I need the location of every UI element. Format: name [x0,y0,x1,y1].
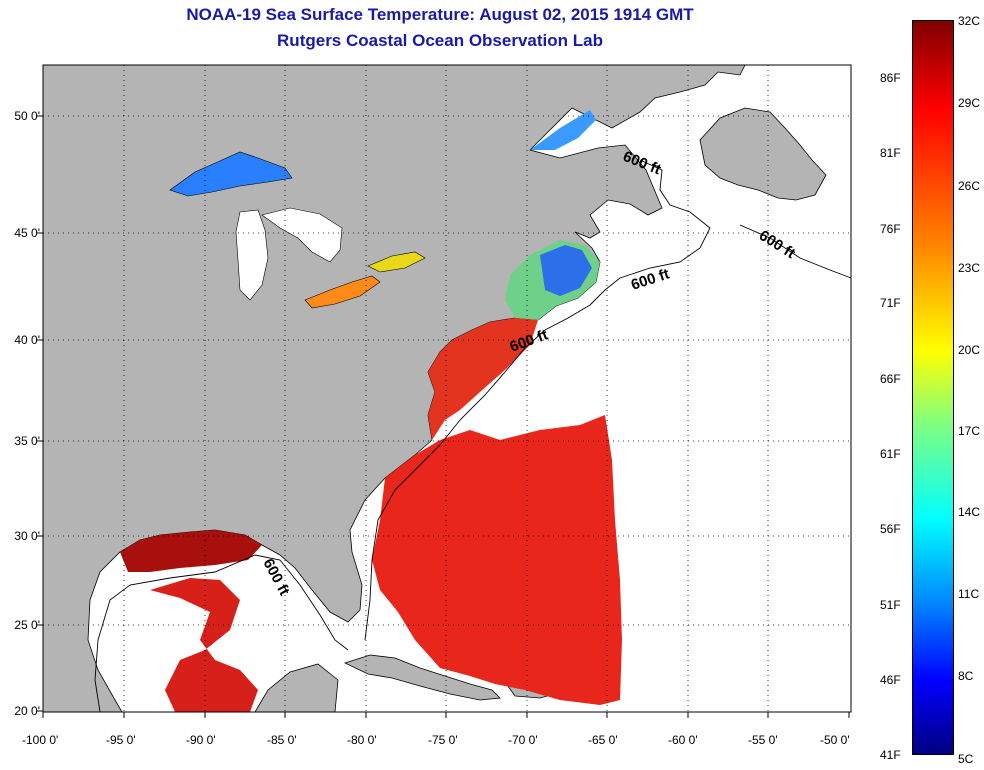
colorbar-fahrenheit-label: 81F [880,146,901,160]
lake-erie [304,275,381,309]
colorbar-celsius-label: 14C [958,505,981,519]
lon-tick-label: -80 0' [347,733,377,747]
chart-subtitle: Rutgers Coastal Ocean Observation Lab [277,31,603,50]
colorbar-fahrenheit-label: 71F [880,296,901,310]
colorbar-fahrenheit-label: 46F [880,673,901,687]
lat-tick-label: 45 0' [14,226,40,240]
chart-title: NOAA-19 Sea Surface Temperature: August … [186,5,694,24]
lon-tick-label: -65 0' [588,733,618,747]
lon-tick-label: -90 0' [186,733,216,747]
colorbar-fahrenheit-label: 86F [880,71,901,85]
lon-tick-label: -95 0' [106,733,136,747]
ticks [37,115,850,718]
colorbar-celsius-label: 8C [958,669,974,683]
newfoundland-land [699,107,827,201]
yucatan-land [254,663,339,712]
lat-tick-label: 25 0' [14,618,40,632]
colorbar-celsius-label: 29C [958,96,981,110]
mid-atlantic-sst [428,318,538,440]
lake-superior [169,151,293,197]
lon-tick-label: -50 0' [820,733,850,747]
colorbar-fahrenheit-label: 41F [880,748,901,762]
lat-tick-label: 30 0' [14,529,40,543]
lat-tick-label: 35 0' [14,434,40,448]
cuba-land [343,654,501,701]
colorbar-celsius-label: 11C [958,587,980,601]
gulf-of-maine-cold-sst [540,245,592,296]
colorbar-celsius-label: 5C [958,752,974,766]
lon-tick-label: -75 0' [428,733,458,747]
lon-tick-label: -55 0' [748,733,778,747]
colorbar-fahrenheit-label: 66F [880,372,901,386]
colorbar-fahrenheit-label: 56F [880,522,901,536]
colorbar-fahrenheit-label: 51F [880,598,901,612]
lake-ontario [367,251,426,273]
colorbar-celsius-label: 20C [958,343,981,357]
colorbar-celsius-label: 32C [958,14,981,28]
isobath-600ft-line [94,159,852,713]
colorbar-fahrenheit-label: 76F [880,222,901,236]
lake-michigan [235,209,269,301]
gulf-of-mexico-north-sst [120,530,262,572]
colorbar-fahrenheit-label: 61F [880,447,901,461]
lon-tick-label: -70 0' [508,733,538,747]
lat-tick-label: 20 0' [14,704,40,718]
lon-tick-label: -60 0' [668,733,698,747]
colorbar-celsius-label: 23C [958,261,981,275]
lat-tick-label: 40 0' [14,333,40,347]
st-lawrence-sst [530,110,596,150]
gulf-of-mexico-sst [150,578,258,712]
lon-tick-label: -100 0' [22,733,59,747]
temperature-colorbar [912,20,954,755]
lon-tick-label: -85 0' [267,733,297,747]
lat-tick-label: 50 0' [14,109,40,123]
gulf-stream-sst [372,415,622,705]
colorbar-celsius-label: 17C [958,424,981,438]
colorbar-celsius-label: 26C [958,179,981,193]
map-frame [42,64,852,713]
